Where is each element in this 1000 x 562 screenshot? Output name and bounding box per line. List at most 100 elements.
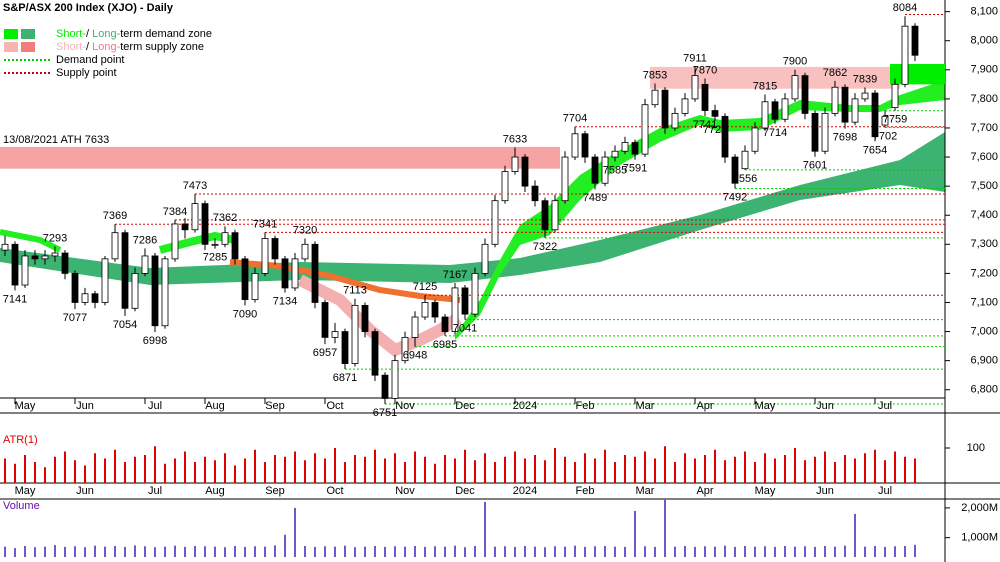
y-tick-label: 7,700 (970, 122, 998, 134)
x-tick-label: Jul (878, 400, 892, 412)
volume-bar (624, 546, 626, 557)
volume-bar (884, 546, 886, 557)
candle-body (271, 238, 279, 260)
volume-bar (344, 545, 346, 557)
zone (0, 146, 560, 169)
volume-bar (724, 545, 726, 557)
y-tick-label: 7,400 (970, 209, 998, 221)
legend-swatch (4, 29, 18, 39)
x-tick-label: Jul (878, 485, 892, 497)
candle-body (691, 75, 699, 100)
volume-bar (634, 510, 636, 557)
long-term-band (0, 132, 945, 285)
atr-bar (214, 460, 216, 483)
candle-body (741, 150, 749, 170)
candle-body (31, 255, 39, 260)
atr-bar (194, 462, 196, 483)
y-tick-label: 7,200 (970, 267, 998, 279)
volume-bar (574, 545, 576, 557)
volume-bar (374, 545, 376, 557)
annotation: 13/08/2021 ATH 7633 (3, 134, 109, 146)
atr-bar (494, 462, 496, 483)
atr-bar (504, 456, 506, 483)
atr-bar (74, 460, 76, 483)
y-tick-label: 8,100 (970, 6, 998, 18)
price-label: 7322 (533, 241, 557, 253)
price-label: 7724 (703, 124, 727, 136)
candle-body (811, 113, 819, 152)
legend-text: Short- (56, 28, 86, 40)
volume-bar (704, 546, 706, 557)
candle-body (361, 304, 369, 332)
x-tick-label: May (755, 485, 776, 497)
x-tick-label: May (15, 400, 36, 412)
candle-body (131, 272, 139, 309)
candle-body (611, 150, 619, 158)
candle-body (301, 243, 309, 260)
volume-bar (774, 546, 776, 557)
x-tick-label: Jun (816, 485, 834, 497)
atr-title: ATR(1) (3, 434, 38, 446)
candle-body (491, 200, 499, 245)
candle-body (641, 104, 649, 155)
atr-bar (694, 458, 696, 483)
price-label: 7741 (693, 119, 717, 131)
atr-bar (874, 449, 876, 483)
volume-bar (184, 546, 186, 557)
price-label: 7285 (203, 252, 227, 264)
price-label: 6948 (403, 350, 427, 362)
atr-bar (524, 458, 526, 483)
zone (650, 66, 900, 89)
candle-body (81, 293, 89, 303)
candle-body (211, 243, 219, 246)
atr-bar (34, 462, 36, 483)
candle-body (331, 331, 339, 338)
atr-bar (894, 451, 896, 483)
candle-body (471, 272, 479, 315)
candle-body (571, 133, 579, 158)
legend-text: term supply zone (120, 41, 204, 53)
candle-body (231, 232, 239, 260)
volume-bar (754, 546, 756, 557)
volume-bar (684, 545, 686, 557)
candle-body (101, 258, 109, 303)
price-label: 7384 (163, 206, 187, 218)
candle-body (161, 258, 169, 327)
x-tick-label: Mar (636, 485, 655, 497)
atr-bar (744, 451, 746, 483)
x-tick-label: Jun (816, 400, 834, 412)
volume-bar (874, 545, 876, 557)
volume-bar (154, 547, 156, 557)
candle-body (891, 83, 899, 109)
x-tick-label: Nov (395, 485, 415, 497)
candle-body (111, 232, 119, 260)
candle-body (511, 156, 519, 172)
volume-bar (394, 546, 396, 557)
candle-body (151, 255, 159, 327)
atr-bar (634, 456, 636, 483)
candle-body (791, 75, 799, 100)
atr-bar (374, 449, 376, 483)
atr-bar (884, 460, 886, 483)
price-label: 6751 (373, 407, 397, 419)
x-tick-label: Feb (576, 485, 595, 497)
atr-bar (164, 463, 166, 483)
volume-bar (134, 545, 136, 557)
candle-body (351, 304, 359, 364)
volume-bar (104, 546, 106, 557)
atr-bar (414, 451, 416, 483)
volume-bar (644, 546, 646, 557)
atr-bar (424, 456, 426, 483)
candle-body (261, 238, 269, 274)
volume-bar (814, 546, 816, 557)
atr-bar (594, 458, 596, 483)
candle-body (901, 25, 909, 85)
atr-bar (774, 458, 776, 483)
x-tick-label: Oct (326, 400, 343, 412)
x-tick-label: Nov (395, 400, 415, 412)
atr-bar (204, 456, 206, 483)
atr-bar (814, 456, 816, 483)
atr-bar (324, 458, 326, 483)
atr-bar (444, 455, 446, 483)
atr-bar (574, 462, 576, 483)
